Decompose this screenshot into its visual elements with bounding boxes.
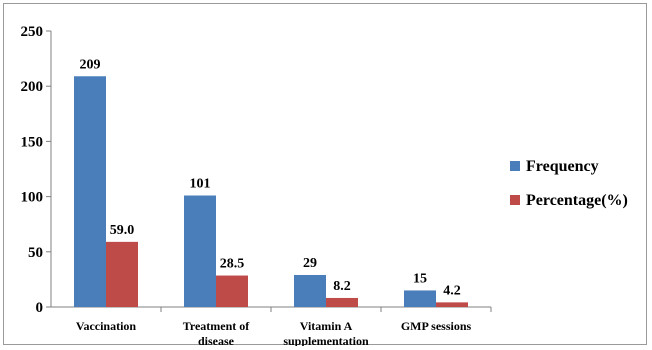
x-tick-label-line: disease <box>198 334 235 346</box>
bar <box>216 275 248 307</box>
bar <box>404 290 436 307</box>
x-tick-label-line: supplementation <box>283 334 369 346</box>
chart-frame: 0 50 100 150 200 250 209 59.0 Vaccination 101 28.5… <box>3 3 647 346</box>
data-label: 101 <box>190 176 211 191</box>
y-tick-label: 0 <box>36 300 44 316</box>
x-tick-label: GMP sessions <box>401 319 472 333</box>
data-label: 8.2 <box>333 279 351 294</box>
data-label: 4.2 <box>443 283 461 298</box>
x-tick-label: Vaccination <box>76 319 137 333</box>
bar <box>74 76 106 307</box>
y-tick-label: 100 <box>21 190 44 206</box>
data-label: 15 <box>413 271 427 286</box>
bar <box>436 302 468 307</box>
data-label: 209 <box>80 57 101 72</box>
x-tick-label-line: Vaccination <box>76 319 137 333</box>
x-tick-label-line: GMP sessions <box>401 319 472 333</box>
legend-swatch <box>510 161 520 171</box>
legend-swatch <box>510 195 520 205</box>
x-tick-label: Treatment of disease <box>183 319 251 346</box>
x-tick-label-line: Treatment of <box>183 319 251 333</box>
y-tick-label: 150 <box>21 134 44 150</box>
bar <box>184 195 216 307</box>
bar <box>326 297 358 307</box>
y-tick-label: 50 <box>28 245 43 261</box>
data-label: 29 <box>303 256 317 271</box>
data-label: 28.5 <box>220 257 245 272</box>
data-label: 59.0 <box>110 223 135 238</box>
y-tick-label: 200 <box>21 79 44 95</box>
bar <box>106 241 138 307</box>
y-tick-label: 250 <box>21 24 44 40</box>
legend-label: Frequency <box>526 158 599 175</box>
x-tick-label-line: Vitamin A <box>300 319 353 333</box>
bar <box>294 274 326 307</box>
bar-chart: 0 50 100 150 200 250 209 59.0 Vaccination 101 28.5… <box>21 24 628 346</box>
legend-label: Percentage(%) <box>526 192 628 209</box>
